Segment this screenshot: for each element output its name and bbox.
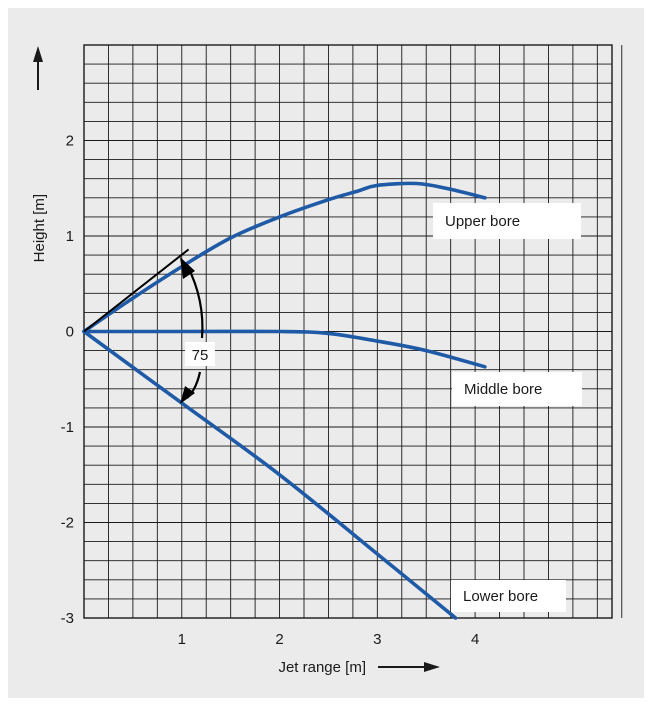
- y-tick-label: -1: [61, 419, 74, 436]
- angle-label: 75: [192, 347, 209, 364]
- y-axis-arrowhead-icon: [33, 46, 43, 62]
- series-lines: [82, 181, 487, 620]
- x-tick-label: 2: [275, 631, 283, 648]
- y-tick-label: -2: [61, 515, 74, 532]
- y-tick-label: 0: [66, 324, 74, 341]
- angle-label-box: [185, 342, 215, 366]
- upper-bore-label: Upper bore: [445, 213, 520, 230]
- y-tick-label: 1: [66, 228, 74, 245]
- angle-arc-upper: [186, 264, 204, 339]
- series-labels: Upper bore Middle bore Lower bore: [433, 203, 582, 612]
- middle-bore-label-box: [452, 372, 582, 406]
- x-tick-label: 3: [373, 631, 381, 648]
- middle-bore-line: [82, 329, 487, 369]
- x-axis-arrowhead-icon: [424, 662, 440, 672]
- x-tick-label: 4: [471, 631, 479, 648]
- upper-bore-label-box: [433, 203, 581, 239]
- angle-annotation: 75: [83, 248, 215, 404]
- x-axis-label: Jet range [m]: [278, 659, 366, 676]
- lower-bore-label-box: [451, 580, 566, 612]
- y-axis-label: Height [m]: [31, 194, 48, 262]
- y-axis-tick-labels: 2 1 0 -1 -2 -3: [61, 133, 74, 628]
- y-tick-label: -3: [61, 610, 74, 627]
- x-axis-tick-labels: 1 2 3 4: [178, 631, 480, 648]
- x-tick-label: 1: [178, 631, 186, 648]
- angle-arrowhead-up-icon: [180, 257, 195, 279]
- y-tick-label: 2: [66, 133, 74, 150]
- angle-arrowhead-down-icon: [180, 386, 195, 404]
- lower-bore-label: Lower bore: [463, 588, 538, 605]
- lower-bore-line: [82, 329, 458, 620]
- middle-bore-label: Middle bore: [464, 381, 542, 398]
- upper-bore-line: [82, 181, 487, 334]
- tangent-line: [83, 248, 190, 333]
